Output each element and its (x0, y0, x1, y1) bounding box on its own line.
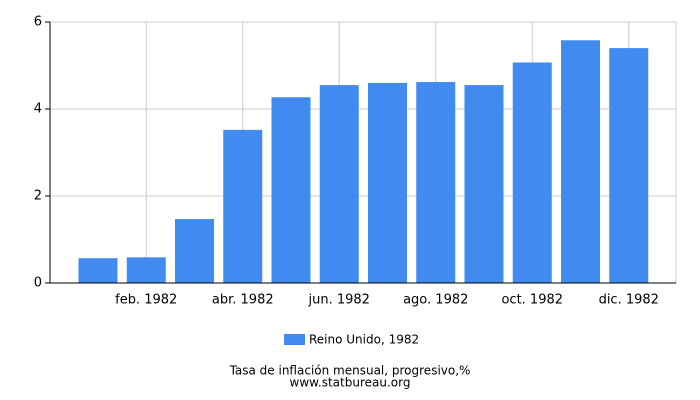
legend-label: Reino Unido, 1982 (309, 333, 419, 347)
x-tick-label: abr. 1982 (212, 293, 274, 308)
bar (561, 40, 600, 283)
bar (609, 48, 649, 283)
legend-swatch (284, 334, 305, 345)
bar (464, 85, 504, 283)
x-tick-label: jun. 1982 (308, 293, 370, 308)
bar (319, 85, 359, 283)
y-tick-label: 0 (34, 276, 42, 291)
bar (368, 82, 407, 284)
bar (512, 62, 552, 283)
x-tick-label: dic. 1982 (599, 293, 659, 308)
y-tick-label: 2 (34, 189, 42, 204)
x-tick-label: oct. 1982 (501, 293, 563, 308)
y-tick-label: 6 (34, 15, 42, 30)
bar (78, 258, 118, 283)
source: www.statbureau.org (290, 376, 411, 390)
bar (271, 97, 311, 283)
x-tick-label: feb. 1982 (115, 293, 177, 308)
bar (175, 219, 214, 283)
y-tick-label: 4 (34, 102, 42, 117)
x-tick-label: ago. 1982 (403, 293, 468, 308)
bar (223, 129, 263, 283)
chart-title: Tasa de inflación mensual, progresivo,% (229, 364, 471, 378)
bar (416, 82, 456, 283)
bar (126, 257, 166, 283)
